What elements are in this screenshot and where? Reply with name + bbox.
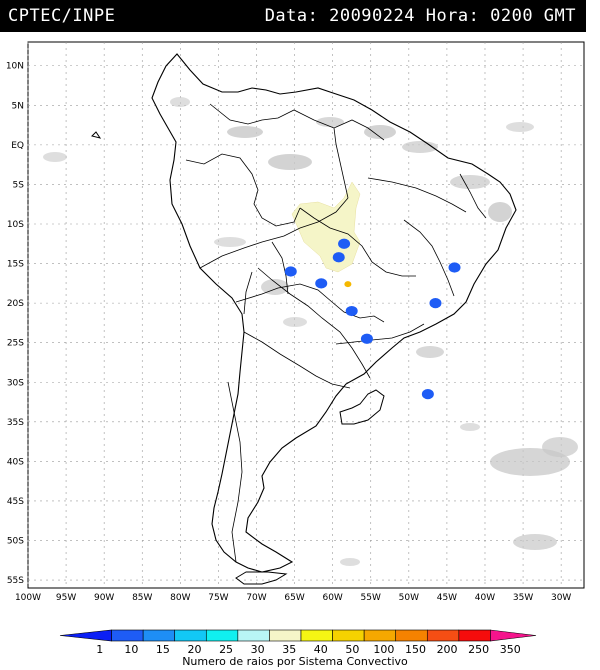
lon-tick-label: 100W (15, 593, 41, 603)
country-borders (185, 103, 487, 563)
legend-swatch (426, 629, 460, 642)
lat-tick-label: 10S (7, 220, 24, 230)
legend-swatch (59, 629, 112, 642)
lon-tick-label: 50W (399, 593, 419, 603)
lon-tick-label: 75W (208, 593, 228, 603)
map-frame (27, 41, 585, 589)
lat-tick-label: 50S (7, 537, 24, 547)
lat-tick-label: 20S (7, 299, 24, 309)
legend-swatch (174, 629, 207, 642)
lat-tick-label: 45S (7, 497, 24, 507)
convective-system (315, 278, 328, 289)
legend-label: 40 (314, 643, 328, 656)
lon-tick-label: 85W (132, 593, 152, 603)
legend-swatch (458, 629, 491, 642)
lon-tick-label: 80W (170, 593, 190, 603)
legend-label: 10 (124, 643, 138, 656)
convective-system (360, 333, 373, 344)
legend-swatch (237, 629, 270, 642)
longitude-labels: 100W 95W 90W 85W 80W 75W 70W 65W 60W 55W 50W 45W 40W… (15, 593, 571, 603)
legend-label: 25 (219, 643, 233, 656)
header-bar: CPTEC/INPE Data: 20090224 Hora: 0200 GMT (0, 0, 586, 32)
convective-system (332, 252, 345, 263)
legend-labels: 1 10 15 20 25 30 35 40 50 100 150 200 250 350 (96, 643, 520, 656)
convective-system (448, 262, 461, 273)
convective-system (284, 266, 297, 277)
lat-tick-label: 35S (7, 418, 24, 428)
legend-label: 100 (373, 643, 394, 656)
lon-tick-label: 30W (551, 593, 571, 603)
legend-label: 350 (500, 643, 521, 656)
legend-caption: Numero de raios por Sistema Convectivo (182, 655, 408, 668)
legend-swatch (490, 629, 537, 642)
legend: 1 10 15 20 25 30 35 40 50 100 150 200 250 350 Numero … (59, 629, 537, 668)
lat-tick-label: EQ (11, 141, 24, 151)
legend-label: 150 (405, 643, 426, 656)
legend-label: 50 (345, 643, 359, 656)
source-label: CPTEC/INPE (8, 6, 116, 26)
lon-tick-label: 45W (437, 593, 457, 603)
lat-tick-label: 40S (7, 457, 24, 467)
legend-swatch (395, 629, 428, 642)
lat-tick-label: 25S (7, 339, 24, 349)
legend-swatch (205, 629, 239, 642)
legend-colorbar (59, 629, 537, 642)
lat-tick-label: 5N (12, 101, 24, 111)
convective-system (429, 298, 442, 309)
legend-label: 200 (437, 643, 458, 656)
lon-tick-label: 70W (246, 593, 266, 603)
lon-tick-label: 40W (475, 593, 495, 603)
map-panel: 10N5NEQ5S10S15S20S25S30S35S40S45S50S55S … (6, 41, 585, 603)
legend-label: 20 (188, 643, 202, 656)
legend-swatch (300, 629, 333, 642)
lon-tick-label: 95W (56, 593, 76, 603)
legend-swatch (269, 629, 302, 642)
lat-tick-label: 30S (7, 378, 24, 388)
legend-swatch (332, 629, 365, 642)
legend-swatch (111, 629, 144, 642)
lat-tick-label: 5S (13, 180, 25, 190)
cloud-cover (43, 97, 578, 566)
convective-system (338, 238, 351, 249)
lat-tick-label: 10N (6, 62, 24, 72)
latitude-labels: 10N 5N EQ 5S 10S 15S 20S 25S 30S 35S 40S 45S 50S 55S (6, 62, 24, 586)
lon-tick-label: 90W (94, 593, 114, 603)
lat-tick-label: 15S (7, 260, 24, 270)
lon-tick-label: 55W (361, 593, 381, 603)
datetime-label: Data: 20090224 Hora: 0200 GMT (264, 6, 576, 26)
legend-swatch (363, 629, 397, 642)
legend-label: 30 (251, 643, 265, 656)
lon-tick-label: 65W (284, 593, 304, 603)
lon-tick-label: 35W (513, 593, 533, 603)
legend-label: 250 (468, 643, 489, 656)
coastline (91, 53, 517, 585)
legend-label: 35 (282, 643, 296, 656)
lon-tick-label: 60W (322, 593, 342, 603)
legend-label: 15 (156, 643, 170, 656)
convective-system (344, 281, 352, 288)
legend-label: 1 (96, 643, 103, 656)
convective-system (421, 389, 434, 400)
lat-tick-label: 55S (7, 576, 24, 586)
legend-swatch (142, 629, 176, 642)
low-count-region (291, 181, 361, 273)
convective-system (345, 305, 358, 317)
